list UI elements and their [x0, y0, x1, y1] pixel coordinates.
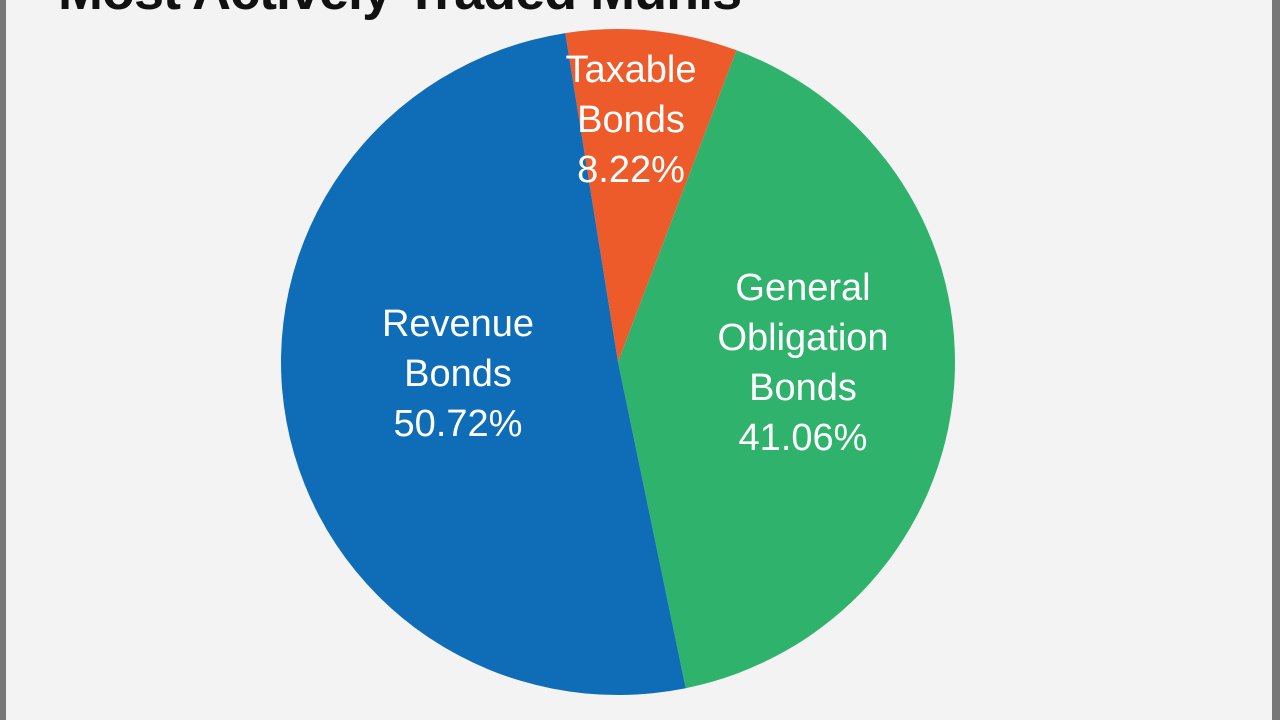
- slice-label-2: Revenue Bonds 50.72%: [382, 303, 534, 445]
- left-border: [0, 0, 6, 720]
- slice-label-0: Taxable Bonds 8.22%: [566, 49, 697, 191]
- pie-slice-1: [618, 50, 956, 689]
- slice-label-line: General: [735, 267, 870, 309]
- pie-slice-2: [281, 33, 686, 695]
- pie-slice-0: [565, 28, 737, 362]
- slice-label-line: Bonds: [404, 353, 512, 395]
- slice-label-line: Taxable: [566, 49, 697, 91]
- right-border: [1272, 0, 1280, 720]
- slice-label-1: General Obligation Bonds 41.06%: [717, 267, 888, 459]
- slice-label-line: 50.72%: [394, 403, 523, 445]
- slice-label-line: Revenue: [382, 303, 534, 345]
- slice-label-line: 41.06%: [739, 417, 868, 459]
- chart-title: Most Actively Traded Munis: [58, 0, 742, 22]
- slice-label-line: Bonds: [749, 367, 857, 409]
- slice-label-line: Obligation: [717, 317, 888, 359]
- slice-label-line: Bonds: [577, 99, 685, 141]
- slice-label-line: 8.22%: [577, 149, 685, 191]
